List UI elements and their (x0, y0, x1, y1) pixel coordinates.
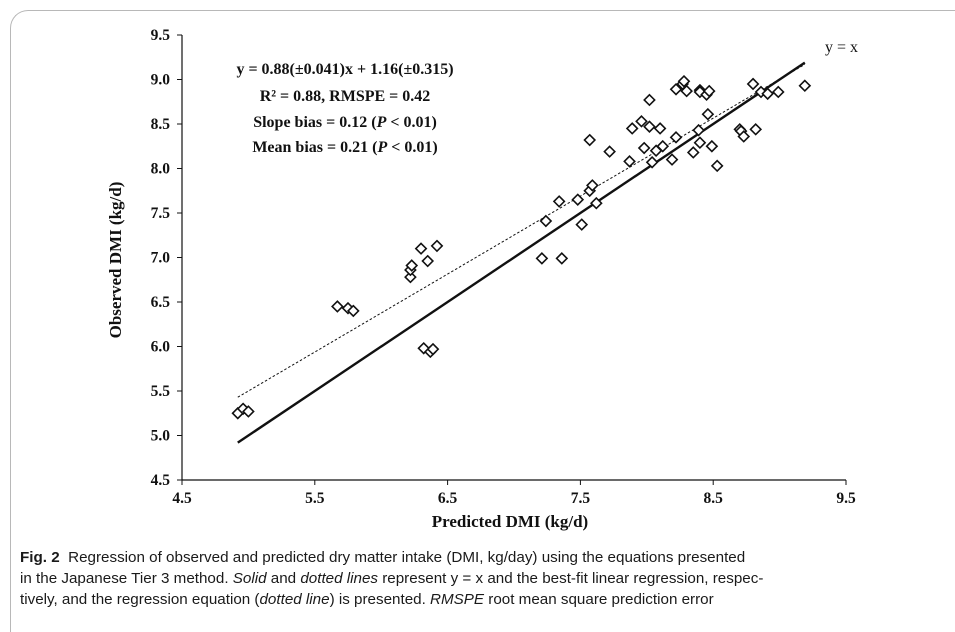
data-point (426, 342, 440, 356)
y-axis-label: Observed DMI (kg/d) (106, 182, 125, 339)
y-tick-label: 9.5 (151, 27, 171, 44)
data-point (737, 130, 751, 143)
data-point (421, 254, 435, 268)
x-tick-label: 9.5 (836, 490, 856, 507)
caption-line-1: Fig. 2 Regression of observed and predic… (20, 547, 940, 568)
data-point (761, 87, 774, 101)
data-point (571, 193, 585, 206)
mean-bias-text: Mean bias = 0.21 (P < 0.01) (252, 139, 437, 156)
y-tick-label: 9.0 (151, 72, 171, 89)
figure-label: Fig. 2 (20, 549, 60, 566)
caption-dotted-lines: dotted lines (300, 570, 379, 587)
data-point (643, 93, 656, 107)
data-point (575, 218, 589, 231)
y-tick-label: 5.0 (151, 428, 171, 445)
data-point (754, 85, 768, 99)
caption-and: and (266, 570, 301, 587)
y-tick-label: 4.5 (151, 472, 171, 489)
data-points (231, 74, 812, 420)
identity-line (237, 61, 806, 444)
r2-rmspe-text: R² = 0.88, RMSPE = 0.42 (260, 88, 431, 105)
regression-lines (237, 61, 806, 444)
data-point (623, 155, 636, 168)
regression-line (237, 63, 806, 398)
x-axis-label: Predicted DMI (kg/d) (432, 512, 588, 531)
data-point (586, 179, 599, 192)
data-point (798, 79, 812, 93)
y-tick-label: 8.0 (151, 161, 171, 178)
slope-bias-text: Slope bias = 0.12 (P < 0.01) (253, 114, 437, 131)
data-point (535, 252, 549, 265)
figure-frame (10, 10, 955, 632)
data-point (701, 107, 715, 121)
caption-text-1: Regression of observed and predicted dry… (68, 549, 746, 566)
caption-line-2: in the Japanese Tier 3 method. Solid and… (20, 568, 940, 589)
data-point (669, 131, 683, 144)
caption-dotted-line: dotted line (259, 591, 330, 608)
caption-text-3a: tively, and the regression equation ( (20, 591, 260, 608)
caption-rmspe: RMSPE (430, 591, 485, 608)
data-point (656, 139, 670, 153)
regression-annotation: y = 0.88(±0.041)x + 1.16(±0.315) R² = 0.… (236, 61, 453, 156)
data-point (242, 405, 255, 418)
data-point (771, 85, 785, 99)
data-point (637, 141, 651, 155)
data-point (680, 84, 693, 98)
data-point (669, 82, 683, 96)
data-point (346, 304, 360, 318)
data-point (405, 259, 419, 272)
data-point (746, 77, 760, 91)
data-point (686, 146, 700, 159)
y-tick-label: 7.0 (151, 250, 171, 267)
data-point (552, 195, 566, 208)
data-point (643, 120, 656, 134)
figure-caption: Fig. 2 Regression of observed and predic… (20, 547, 940, 610)
caption-solid: Solid (232, 570, 267, 587)
data-point (539, 214, 553, 228)
y-tick-label: 7.5 (151, 205, 171, 222)
data-point (583, 133, 597, 147)
caption-text-2b: represent y = x and the best-fit linear … (378, 570, 764, 587)
data-point (653, 122, 667, 135)
caption-text-3c: root mean square prediction error (484, 591, 714, 608)
identity-line-label: y = x (825, 39, 858, 56)
equation-text: y = 0.88(±0.041)x + 1.16(±0.315) (236, 61, 453, 78)
x-tick-label: 4.5 (172, 490, 192, 507)
data-point (692, 123, 705, 137)
data-point (702, 84, 716, 98)
data-point (693, 136, 707, 150)
tick-labels: 9.5 9.0 8.5 8.0 7.5 7.0 6.5 6.0 5.5 5.0 4.54.5 5.5 6… (151, 27, 856, 507)
caption-text-3b: ) is presented. (329, 591, 431, 608)
data-point (677, 74, 691, 88)
y-tick-label: 8.5 (151, 116, 171, 133)
data-point (705, 139, 719, 153)
data-point (430, 239, 444, 253)
data-point (404, 270, 417, 284)
caption-text-2a: in the Japanese Tier 3 method. (20, 570, 233, 587)
x-tick-label: 7.5 (571, 490, 591, 507)
data-point (555, 252, 569, 265)
chart-axes (177, 34, 847, 485)
data-point (625, 122, 639, 135)
data-point (603, 145, 616, 158)
data-point (414, 242, 428, 255)
data-point (645, 155, 659, 169)
data-point (693, 85, 707, 99)
y-tick-label: 5.5 (151, 383, 171, 400)
scatter-chart: 9.5 9.0 8.5 8.0 7.5 7.0 6.5 6.0 5.5 5.0 4.54.5 5.5 6… (106, 27, 858, 531)
data-point (331, 300, 344, 313)
data-point (590, 196, 603, 210)
data-point (710, 159, 724, 173)
y-tick-label: 6.0 (151, 339, 171, 356)
data-point (665, 153, 679, 166)
x-tick-label: 5.5 (305, 490, 325, 507)
x-tick-label: 6.5 (438, 490, 458, 507)
data-point (749, 123, 763, 136)
caption-line-3: tively, and the regression equation (dot… (20, 589, 940, 610)
x-tick-label: 8.5 (704, 490, 724, 507)
y-tick-label: 6.5 (151, 294, 171, 311)
data-point (635, 114, 648, 128)
